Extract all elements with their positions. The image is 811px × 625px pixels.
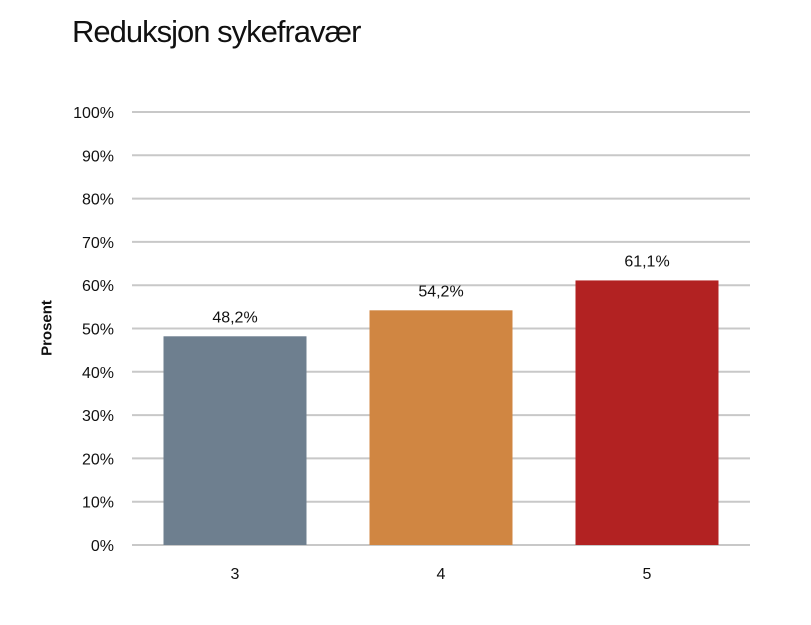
- y-tick-label-10: 10%: [82, 495, 114, 512]
- y-tick-label-50: 50%: [82, 322, 114, 339]
- data-label-4: 54,2%: [418, 283, 463, 300]
- y-tick-label-100: 100%: [73, 105, 114, 122]
- x-tick-label-4: 4: [437, 566, 446, 583]
- data-label-3: 48,2%: [212, 309, 257, 326]
- y-tick-label-0: 0%: [91, 538, 114, 555]
- chart-title: Reduksjon sykefravær: [72, 14, 361, 49]
- y-tick-label-40: 40%: [82, 365, 114, 382]
- bar-4: [369, 310, 513, 545]
- y-tick-label-80: 80%: [82, 192, 114, 209]
- y-tick-label-70: 70%: [82, 235, 114, 252]
- data-label-5: 61,1%: [624, 253, 669, 270]
- x-tick-label-3: 3: [231, 566, 240, 583]
- y-tick-label-20: 20%: [82, 451, 114, 468]
- y-tick-label-60: 60%: [82, 278, 114, 295]
- bar-3: [163, 336, 307, 545]
- y-tick-label-90: 90%: [82, 148, 114, 165]
- bar-5: [575, 280, 719, 545]
- y-tick-label-30: 30%: [82, 408, 114, 425]
- x-tick-label-5: 5: [643, 566, 652, 583]
